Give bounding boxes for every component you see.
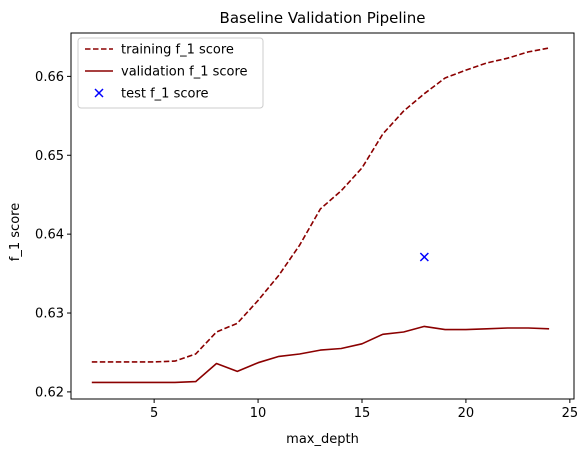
legend: training f_1 score validation f_1 score te…: [78, 38, 263, 108]
x-tick-label: 10: [250, 406, 267, 421]
y-tick-label: 0.65: [35, 149, 64, 164]
legend-label: test f_1 score: [121, 87, 209, 102]
x-tick-label: 5: [150, 406, 158, 421]
chart-title: Baseline Validation Pipeline: [220, 9, 426, 27]
y-tick-label: 0.63: [35, 307, 64, 322]
y-tick-label: 0.66: [35, 70, 64, 85]
x-tick-label: 15: [354, 406, 371, 421]
x-axis-title: max_depth: [286, 432, 359, 447]
legend-label: validation f_1 score: [121, 65, 248, 80]
legend-label: training f_1 score: [121, 43, 234, 58]
y-tick-label: 0.64: [35, 228, 64, 243]
y-tick-label: 0.62: [35, 385, 64, 400]
y-axis-title: f_1 score: [8, 203, 23, 261]
x-tick-label: 20: [458, 406, 475, 421]
x-tick-label: 25: [562, 406, 579, 421]
